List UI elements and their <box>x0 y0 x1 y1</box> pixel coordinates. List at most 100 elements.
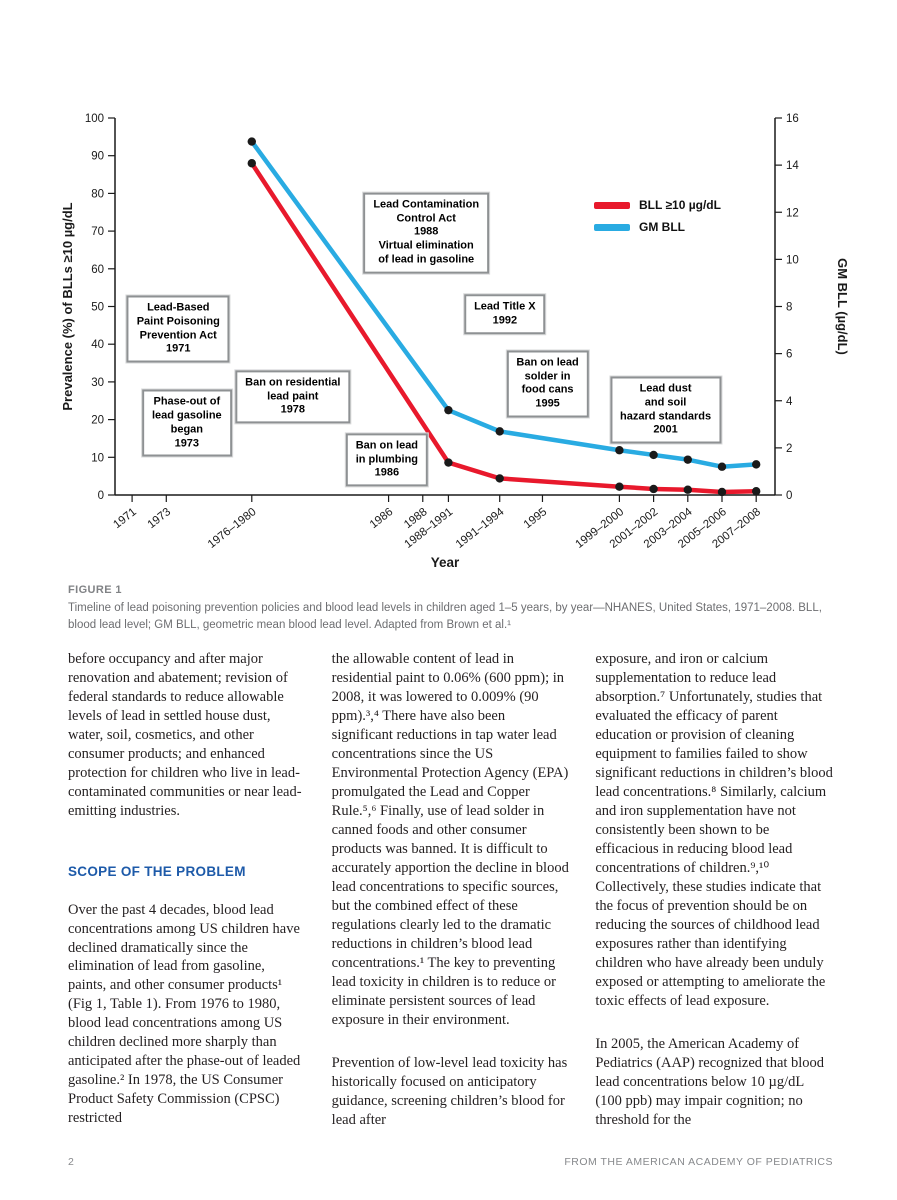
x-axis-title: Year <box>431 555 460 570</box>
annotation-line: lead paint <box>267 390 319 403</box>
paragraph: Over the past 4 decades, blood lead conc… <box>68 901 301 1127</box>
annotation-line: of lead in gasoline <box>378 253 475 266</box>
section-heading-scope-of-the-problem: SCOPE OF THE PROBLEM <box>68 863 246 879</box>
paragraph: before occupancy and after major renovat… <box>68 651 302 819</box>
legend-item-bll: BLL ≥10 µg/dL <box>594 198 721 212</box>
figure-caption: FIGURE 1 Timeline of lead poisoning prev… <box>68 584 831 633</box>
annotation-line: Lead-Based <box>147 301 210 314</box>
annotation-lead-based-paint-poisoning-prevention-act: Lead-Based Paint Poisoning Prevention Act 1… <box>126 295 230 363</box>
gm-bll-line-swatch <box>594 223 630 231</box>
y-left-tick-label: 30 <box>91 377 104 389</box>
y-right-tick-label: 6 <box>786 349 792 361</box>
annotation-lead-contamination-control-act: Lead Contamination Control Act 1988 Virtual… <box>363 192 490 274</box>
y-right-tick-label: 8 <box>786 302 792 314</box>
annotation-line: Control Act <box>396 212 456 225</box>
data-point <box>495 474 504 483</box>
text-column-2: the allowable content of lead in residen… <box>332 650 570 1154</box>
page-number: 2 <box>68 1156 74 1168</box>
text-column-1: before occupancy and after major renovat… <box>68 650 306 1154</box>
paragraph: the allowable content of lead in residen… <box>331 651 569 1028</box>
annotation-line: Lead Title X <box>474 300 536 313</box>
data-point <box>683 455 692 464</box>
y-right-tick-label: 2 <box>786 443 792 455</box>
data-point <box>649 484 658 494</box>
data-point <box>444 458 453 467</box>
annotation-ban-on-lead-solder-in-food-cans: Ban on lead solder in food cans 1995 <box>506 350 589 418</box>
annotation-line: 1988 <box>413 226 439 239</box>
annotation-line: Prevention Act <box>139 329 217 342</box>
y-left-tick-label: 100 <box>85 113 104 125</box>
gm-bll-line <box>249 139 759 469</box>
y-left-tick-label: 50 <box>91 302 104 314</box>
bll-line-swatch <box>594 201 630 209</box>
annotation-line: food cans <box>521 383 574 396</box>
data-point <box>444 405 453 415</box>
annotation-line: Virtual elimination <box>378 239 474 252</box>
data-point <box>717 487 727 497</box>
x-tick-label: 1973 <box>146 506 174 531</box>
y-right-tick-label: 16 <box>786 113 799 125</box>
data-point <box>247 137 256 146</box>
article-body: before occupancy and after major renovat… <box>68 650 833 1154</box>
paragraph: In 2005, the American Academy of Pediatr… <box>595 1035 825 1128</box>
annotation-line: began <box>170 423 204 436</box>
footer-source: FROM THE AMERICAN ACADEMY OF PEDIATRICS <box>564 1156 833 1168</box>
annotation-line: and soil <box>644 396 687 409</box>
bll-line <box>249 160 759 495</box>
y-left-tick-label: 10 <box>91 452 104 464</box>
annotation-line: in plumbing <box>355 453 419 466</box>
annotation-ban-on-lead-in-plumbing: Ban on lead in plumbing 1986 <box>345 433 429 487</box>
y-right-tick-label: 12 <box>786 207 799 219</box>
annotation-line: lead gasoline <box>151 409 222 422</box>
right-axis-title: GM BLL (µg/dL) <box>835 258 850 355</box>
x-tick-label: 1995 <box>522 506 550 531</box>
data-point <box>649 450 658 460</box>
text-column-3: exposure, and iron or calcium supplement… <box>595 650 833 1154</box>
legend-label-gm-bll: GM BLL <box>639 220 685 234</box>
x-tick-label: 1976–1980 <box>206 506 259 551</box>
y-left-tick-label: 20 <box>91 415 104 427</box>
figure-1-chart: 0 10 20 30 40 50 60 70 80 90 100 0 2 4 6 8 10 12 14 16 1971 1… <box>60 113 850 570</box>
x-tick-label: 1986 <box>368 506 396 531</box>
annotation-line: solder in <box>524 370 571 383</box>
annotation-ban-on-residential-lead-paint: Ban on residential lead paint 1978 <box>235 370 351 424</box>
data-point <box>615 482 624 491</box>
y-left-tick-label: 0 <box>98 490 104 502</box>
annotation-line: Ban on lead <box>516 356 579 369</box>
y-right-tick-label: 10 <box>786 254 799 266</box>
chart-legend: BLL ≥10 µg/dL GM BLL <box>594 198 721 234</box>
data-point <box>683 485 692 494</box>
x-tick-label: 1991–1994 <box>454 506 507 551</box>
data-point <box>717 462 727 471</box>
annotation-line: 1973 <box>174 437 200 450</box>
lead-levels-timeline-chart: 0 10 20 30 40 50 60 70 80 90 100 0 2 4 6 8 10 12 14 16 1971 1… <box>60 113 850 570</box>
paragraph: Prevention of low-level lead toxicity ha… <box>331 1054 568 1128</box>
annotation-line: Paint Poisoning <box>136 315 220 328</box>
legend-label-bll: BLL ≥10 µg/dL <box>639 198 721 212</box>
annotation-line: Phase-out of <box>153 395 221 408</box>
annotation-line: 1992 <box>492 314 518 327</box>
y-left-tick-label: 70 <box>91 226 104 238</box>
annotation-lead-dust-and-soil-hazard-standards: Lead dust and soil hazard standards 2001 <box>610 376 722 444</box>
annotation-phase-out-of-lead-gasoline: Phase-out of lead gasoline began 1973 <box>141 389 232 457</box>
annotation-line: Lead dust <box>639 382 692 395</box>
data-point <box>247 159 256 168</box>
annotation-line: 1995 <box>535 397 560 410</box>
figure-caption-label: FIGURE 1 <box>68 584 122 596</box>
annotation-line: 1971 <box>166 342 191 355</box>
y-left-tick-label: 40 <box>91 339 104 351</box>
y-left-tick-label: 90 <box>91 151 104 163</box>
figure-caption-text: Timeline of lead poisoning prevention po… <box>68 602 822 631</box>
data-point <box>615 446 624 455</box>
annotation-lead-title-x: Lead Title X 1992 <box>464 294 546 334</box>
annotation-line: 1986 <box>374 466 400 479</box>
annotation-line: Lead Contamination <box>373 198 480 211</box>
legend-item-gm-bll: GM BLL <box>594 220 721 234</box>
y-right-tick-label: 0 <box>786 490 792 502</box>
y-right-tick-label: 14 <box>786 160 799 172</box>
annotation-line: hazard standards <box>620 410 712 423</box>
y-right-tick-label: 4 <box>786 396 793 408</box>
data-point <box>495 427 504 436</box>
left-axis-title: Prevalence (%) of BLLs ≥10 µg/dL <box>60 202 75 410</box>
